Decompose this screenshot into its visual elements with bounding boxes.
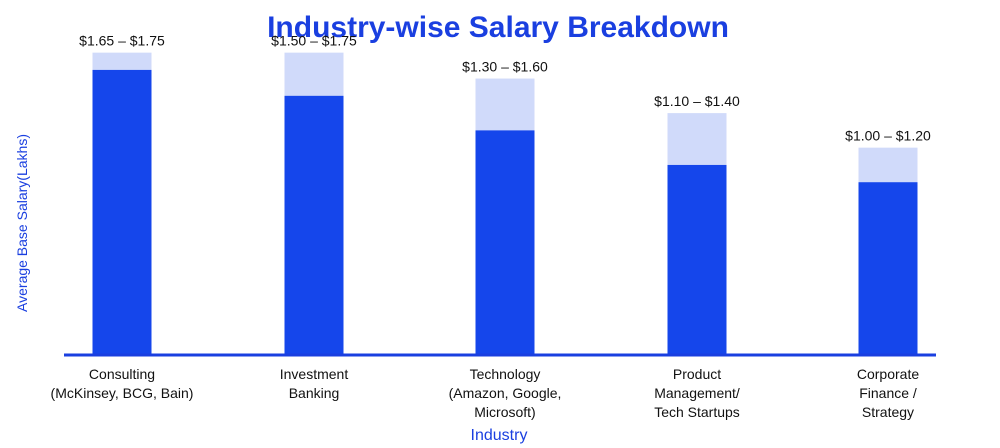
bar-base-segment bbox=[284, 95, 344, 355]
bar-base-segment bbox=[92, 69, 152, 356]
x-tick-label: Corporate Finance / Strategy bbox=[857, 366, 919, 420]
bar-base-segment bbox=[667, 164, 727, 355]
chart-title: Industry-wise Salary Breakdown bbox=[267, 11, 729, 44]
x-tick-label: Technology (Amazon, Google, Microsoft) bbox=[449, 366, 562, 420]
data-label: $1.65 – $1.75 bbox=[79, 33, 165, 49]
data-label: $1.10 – $1.40 bbox=[654, 93, 740, 109]
x-tick-label: Consulting (McKinsey, BCG, Bain) bbox=[51, 366, 194, 401]
bars bbox=[92, 52, 918, 356]
bar-base-segment bbox=[475, 130, 535, 355]
y-axis-label: Average Base Salary(Lakhs) bbox=[14, 134, 30, 312]
x-tick-label: Product Management/Tech Startups bbox=[654, 366, 740, 420]
data-label: $1.50 – $1.75 bbox=[271, 33, 357, 49]
data-labels: $1.65 – $1.75 $1.50 – $1.75 $1.30 – $1.60 $… bbox=[79, 33, 931, 144]
data-label: $1.00 – $1.20 bbox=[845, 128, 931, 144]
bar-base-segment bbox=[858, 182, 918, 355]
x-tick-labels: Consulting (McKinsey, BCG, Bain) Investmen… bbox=[51, 366, 920, 420]
data-label: $1.30 – $1.60 bbox=[462, 59, 548, 75]
x-tick-label: Investment Banking bbox=[280, 366, 349, 401]
x-axis-label: Industry bbox=[471, 427, 528, 444]
